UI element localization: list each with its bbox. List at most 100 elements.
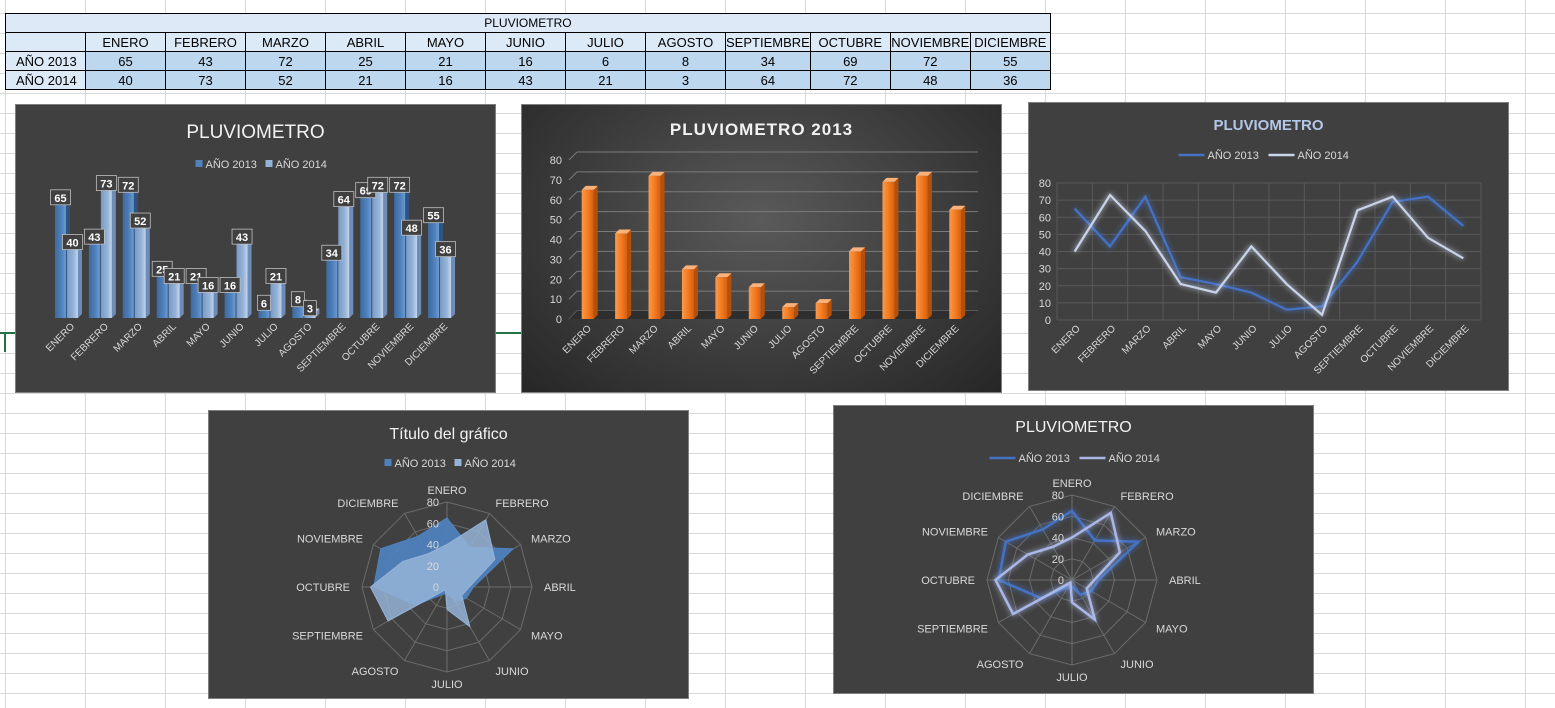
table-header-septiembre[interactable]: SEPTIEMBRE — [725, 32, 811, 52]
bar-side — [145, 221, 150, 318]
bar — [224, 289, 236, 318]
table-header-junio[interactable]: JUNIO — [485, 32, 566, 52]
table-cell[interactable]: 73 — [165, 70, 246, 90]
bar — [648, 175, 661, 319]
data-label: 72 — [122, 180, 134, 192]
table-cell[interactable]: 25 — [325, 51, 406, 71]
table-header-octubre[interactable]: OCTUBRE — [809, 32, 891, 52]
chart-clustered-bar[interactable]: PLUVIOMETRO AÑO 2013 AÑO 2014 65 40 43 73 72 52 2… — [15, 104, 496, 393]
table-cell[interactable]: 3 — [645, 70, 726, 90]
bar-side — [660, 171, 665, 319]
table-header-row: ENERO FEBRERO MARZO ABRIL MAYO JUNIO JULIO AGOS… — [5, 32, 1051, 52]
data-label: 21 — [168, 271, 180, 283]
data-label: 65 — [54, 193, 66, 205]
x-tick-label: MARZO — [112, 321, 145, 354]
y-tick-label: 70 — [550, 175, 562, 187]
table-header-marzo[interactable]: MARZO — [245, 32, 326, 52]
rainfall-data-table[interactable]: PLUVIOMETRO ENERO FEBRERO MARZO ABRIL MAYO JU… — [5, 13, 1051, 90]
table-cell[interactable]: 16 — [485, 51, 566, 71]
radar-category-label: SEPTIEMBRE — [917, 624, 988, 636]
table-cell[interactable]: 65 — [85, 51, 166, 71]
bar — [581, 189, 594, 319]
data-label: 48 — [406, 223, 418, 235]
chart-title: PLUVIOMETRO — [1015, 419, 1131, 436]
bar — [748, 287, 761, 319]
table-cell[interactable]: 21 — [405, 51, 486, 71]
gridline-depth — [568, 270, 578, 280]
x-tick-label: JULIO — [253, 321, 281, 349]
table-row-label[interactable]: AÑO 2014 — [5, 70, 86, 90]
data-label: 52 — [134, 216, 146, 228]
table-cell[interactable]: 48 — [889, 70, 971, 90]
table-cell[interactable]: 43 — [485, 70, 566, 90]
table-cell[interactable]: 6 — [565, 51, 646, 71]
bar — [270, 280, 282, 318]
chart-title: PLUVIOMETRO — [1213, 117, 1323, 134]
chart-radar-filled[interactable]: Título del gráfico AÑO 2013 AÑO 2014 0 20 40 6… — [208, 410, 689, 699]
bar — [190, 280, 202, 318]
table-cell[interactable]: 43 — [165, 51, 246, 71]
x-tick-label: JULIO — [1267, 323, 1295, 351]
bar — [394, 189, 406, 318]
table-header-agosto[interactable]: AGOSTO — [645, 32, 726, 52]
radar-category-label: ABRIL — [544, 582, 576, 594]
bar-top — [748, 283, 765, 288]
chart-title: PLUVIOMETRO 2013 — [670, 120, 853, 139]
chart-bar-2013[interactable]: PLUVIOMETRO 2013 0 10 20 30 40 50 60 70 80 ENERO FE… — [521, 104, 1002, 393]
series-line — [1073, 193, 1464, 317]
table-row-label[interactable]: AÑO 2013 — [5, 51, 86, 71]
data-label-box — [265, 268, 287, 284]
table-cell[interactable]: 72 — [889, 51, 971, 71]
x-tick-label: ABRIL — [666, 323, 695, 352]
radial-tick-label: 0 — [1058, 575, 1064, 587]
legend-label: AÑO 2014 — [465, 457, 516, 470]
table-header-mayo[interactable]: MAYO — [405, 32, 486, 52]
data-label-box — [83, 228, 105, 245]
table-cell[interactable]: 72 — [245, 51, 326, 71]
radar-spoke — [1029, 579, 1073, 654]
bar — [715, 277, 728, 319]
radar-category-label: DICIEMBRE — [962, 491, 1023, 503]
table-header-diciembre[interactable]: DICIEMBRE — [969, 32, 1051, 52]
table-cell[interactable]: 64 — [725, 70, 811, 90]
bar-side — [417, 228, 422, 318]
bar-side — [451, 249, 456, 318]
table-header-febrero[interactable]: FEBRERO — [165, 32, 246, 52]
bar-side — [760, 283, 765, 319]
table-header-julio[interactable]: JULIO — [565, 32, 646, 52]
radar-category-label: MARZO — [1156, 527, 1196, 539]
table-cell[interactable]: 34 — [725, 51, 811, 71]
table-header-abril[interactable]: ABRIL — [325, 32, 406, 52]
data-label-box — [163, 268, 185, 284]
bar-side — [627, 229, 632, 319]
table-cell[interactable]: 69 — [809, 51, 891, 71]
table-header-noviembre[interactable]: NOVIEMBRE — [889, 32, 971, 52]
table-header-enero[interactable]: ENERO — [85, 32, 166, 52]
data-label: 40 — [66, 238, 78, 250]
table-cell[interactable]: 21 — [325, 70, 406, 90]
data-label: 21 — [270, 271, 282, 283]
data-label-box — [219, 276, 241, 293]
data-label: 55 — [427, 211, 439, 223]
y-tick-label: 60 — [550, 195, 562, 207]
table-title[interactable]: PLUVIOMETRO — [5, 13, 1051, 33]
radial-tick-label: 40 — [1052, 533, 1064, 545]
legend-label: AÑO 2013 — [395, 457, 446, 470]
table-corner-cell[interactable] — [5, 32, 86, 52]
table-cell[interactable]: 72 — [809, 70, 891, 90]
y-tick-label: 80 — [1039, 178, 1051, 190]
bar — [338, 203, 350, 318]
data-label: 8 — [295, 295, 301, 307]
chart-floor — [569, 311, 978, 319]
chart-line[interactable]: PLUVIOMETRO AÑO 2013 AÑO 2014 0 10 20 30 40 50 60… — [1028, 102, 1509, 391]
radial-tick-label: 20 — [427, 561, 439, 573]
radar-category-label: MARZO — [531, 534, 571, 546]
table-cell[interactable]: 16 — [405, 70, 486, 90]
table-cell[interactable]: 55 — [969, 51, 1051, 71]
table-cell[interactable]: 52 — [245, 70, 326, 90]
table-cell[interactable]: 21 — [565, 70, 646, 90]
table-cell[interactable]: 40 — [85, 70, 166, 90]
table-cell[interactable]: 36 — [969, 70, 1051, 90]
chart-radar-lines[interactable]: PLUVIOMETRO AÑO 2013 AÑO 2014 0 20 40 60 80 ENER… — [833, 405, 1314, 694]
table-cell[interactable]: 8 — [645, 51, 726, 71]
